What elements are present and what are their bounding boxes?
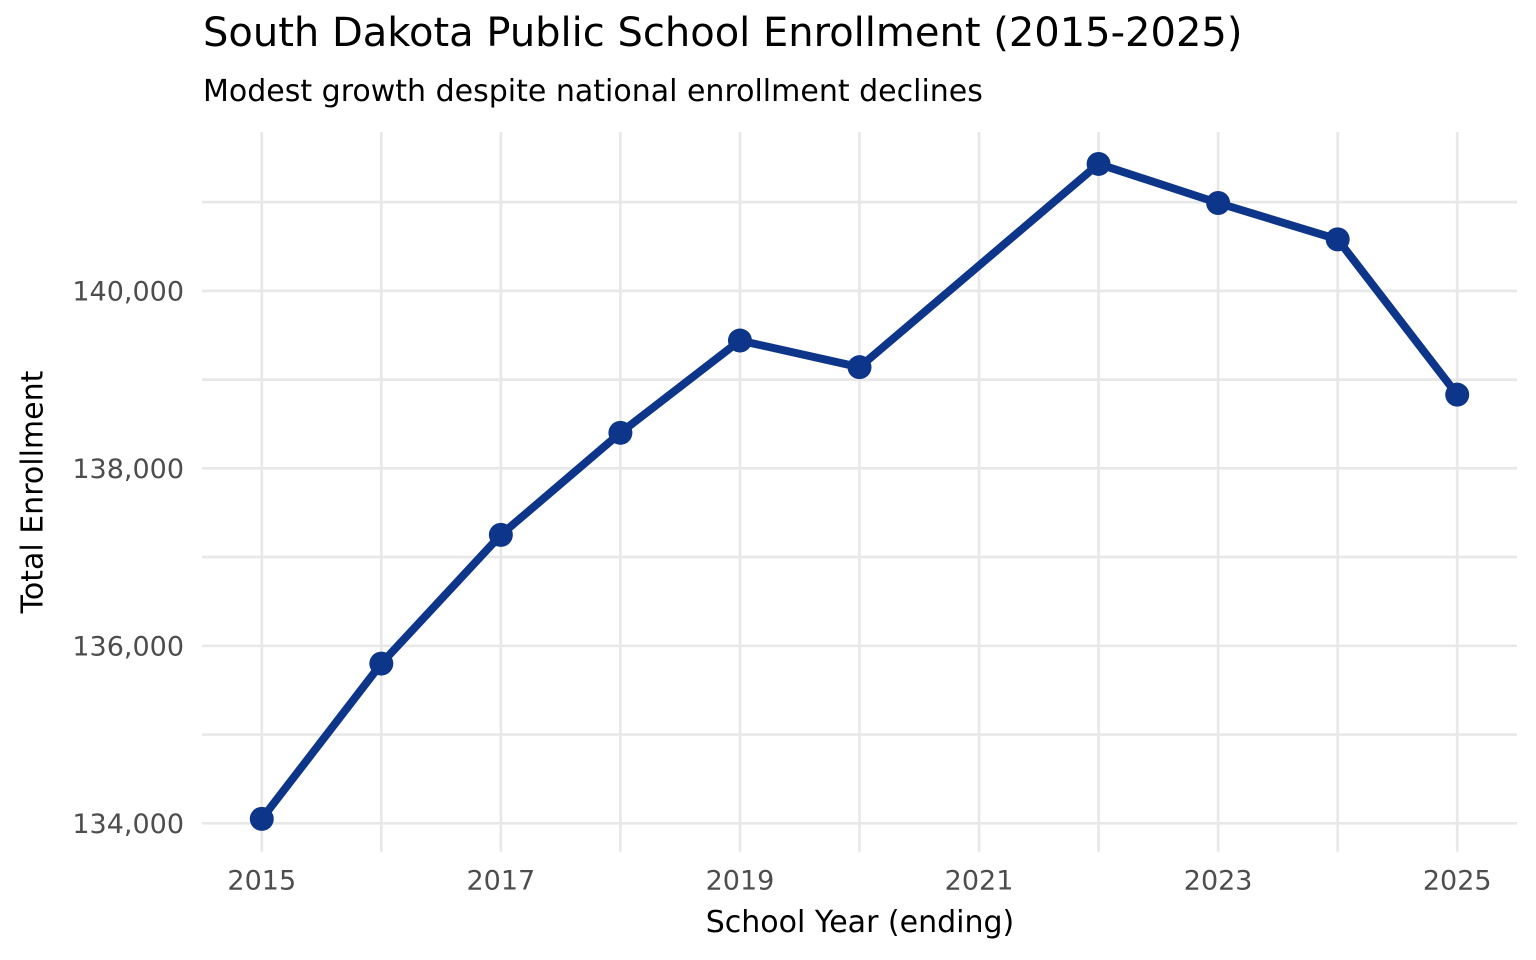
y-tick-label-136,000: 136,000 — [72, 631, 184, 662]
x-tick-label-2019: 2019 — [706, 866, 775, 897]
x-tick-label-2017: 2017 — [467, 866, 536, 897]
data-point-2018 — [608, 420, 633, 445]
data-point-2015 — [249, 806, 274, 831]
x-tick-label-2021: 2021 — [945, 866, 1014, 897]
x-axis-title: School Year (ending) — [705, 905, 1015, 940]
data-point-2016 — [369, 651, 394, 676]
y-tick-label-138,000: 138,000 — [72, 454, 184, 485]
x-tick-label-2015: 2015 — [227, 866, 296, 897]
data-point-2024 — [1325, 227, 1350, 252]
x-tick-label-2025: 2025 — [1423, 866, 1492, 897]
data-point-2017 — [488, 522, 513, 547]
data-point-2020 — [847, 355, 872, 380]
enrollment-line — [257, 159, 1462, 823]
chart-title: South Dakota Public School Enrollment (2… — [203, 10, 1243, 56]
data-point-2022 — [1086, 151, 1111, 176]
data-point-2023 — [1206, 190, 1231, 215]
data-point-2019 — [727, 328, 752, 353]
chart-subtitle: Modest growth despite national enrollmen… — [203, 74, 983, 109]
y-tick-label-134,000: 134,000 — [72, 809, 184, 840]
x-tick-label-2023: 2023 — [1184, 866, 1253, 897]
data-point-2025 — [1445, 382, 1470, 407]
y-tick-label-140,000: 140,000 — [72, 276, 184, 307]
